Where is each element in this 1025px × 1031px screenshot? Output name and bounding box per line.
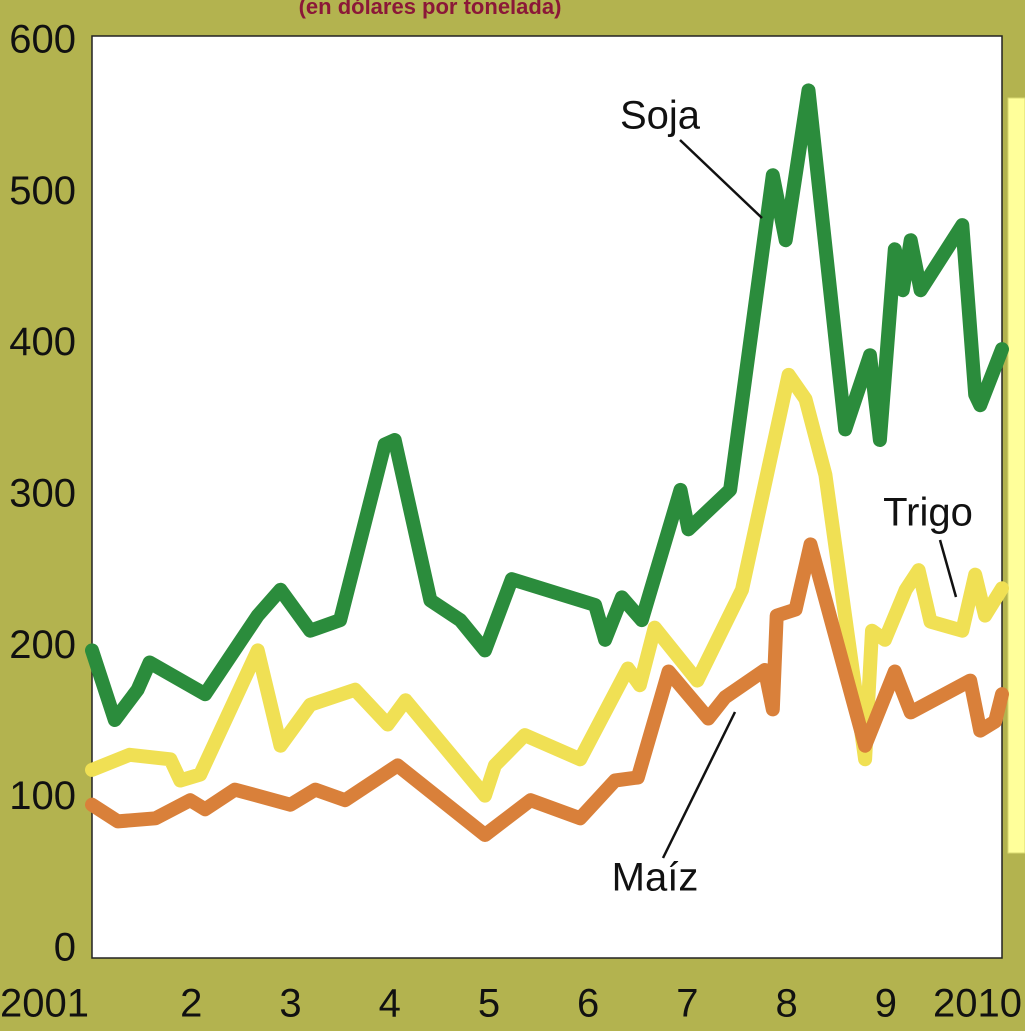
y-tick-label: 300 — [9, 472, 76, 516]
series-label: Soja — [620, 94, 701, 138]
series-label: Maíz — [612, 856, 699, 900]
series-line — [85, 83, 1009, 727]
label-leader — [679, 139, 763, 219]
chart-subtitle: (en dólares por tonelada) — [299, 0, 562, 19]
x-tick-label: 7 — [676, 982, 698, 1026]
x-tick-label: 8 — [776, 982, 798, 1026]
label-leader — [938, 539, 958, 598]
x-tick-label: 4 — [379, 982, 401, 1026]
series-label: Trigo — [883, 491, 973, 535]
x-tick-label: 2010 — [933, 982, 1022, 1026]
y-tick-label: 500 — [9, 169, 76, 213]
x-tick-label: 6 — [577, 982, 599, 1026]
y-tick-label: 400 — [9, 320, 76, 364]
y-tick-label: 200 — [9, 623, 76, 667]
y-tick-label: 600 — [9, 18, 76, 62]
side-panel — [1007, 97, 1025, 854]
series-line — [85, 537, 1009, 842]
x-tick-label: 5 — [478, 982, 500, 1026]
plot-area — [91, 35, 1003, 959]
x-tick-label: 2001 — [0, 982, 89, 1026]
series-line — [85, 367, 1009, 803]
label-leader — [661, 711, 737, 859]
x-tick-label: 2 — [180, 982, 202, 1026]
x-tick-label: 3 — [279, 982, 301, 1026]
y-tick-label: 0 — [54, 926, 76, 970]
x-tick-label: 9 — [875, 982, 897, 1026]
y-tick-label: 100 — [9, 774, 76, 818]
